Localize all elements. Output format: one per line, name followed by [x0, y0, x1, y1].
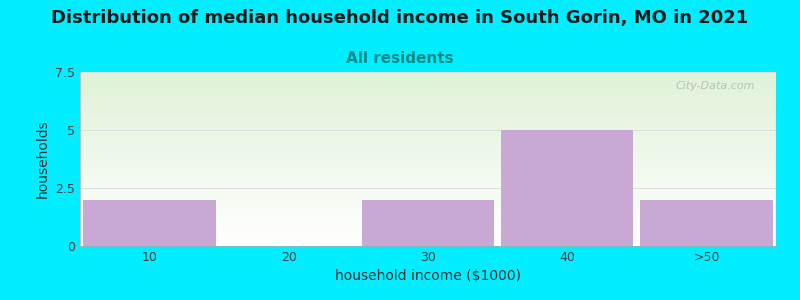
Text: Distribution of median household income in South Gorin, MO in 2021: Distribution of median household income …: [51, 9, 749, 27]
Bar: [362, 200, 494, 246]
Bar: [501, 130, 634, 246]
Text: All residents: All residents: [346, 51, 454, 66]
Y-axis label: households: households: [35, 120, 50, 198]
X-axis label: household income ($1000): household income ($1000): [335, 269, 521, 284]
Text: City-Data.com: City-Data.com: [676, 81, 755, 91]
Bar: [640, 200, 773, 246]
Bar: [83, 200, 216, 246]
